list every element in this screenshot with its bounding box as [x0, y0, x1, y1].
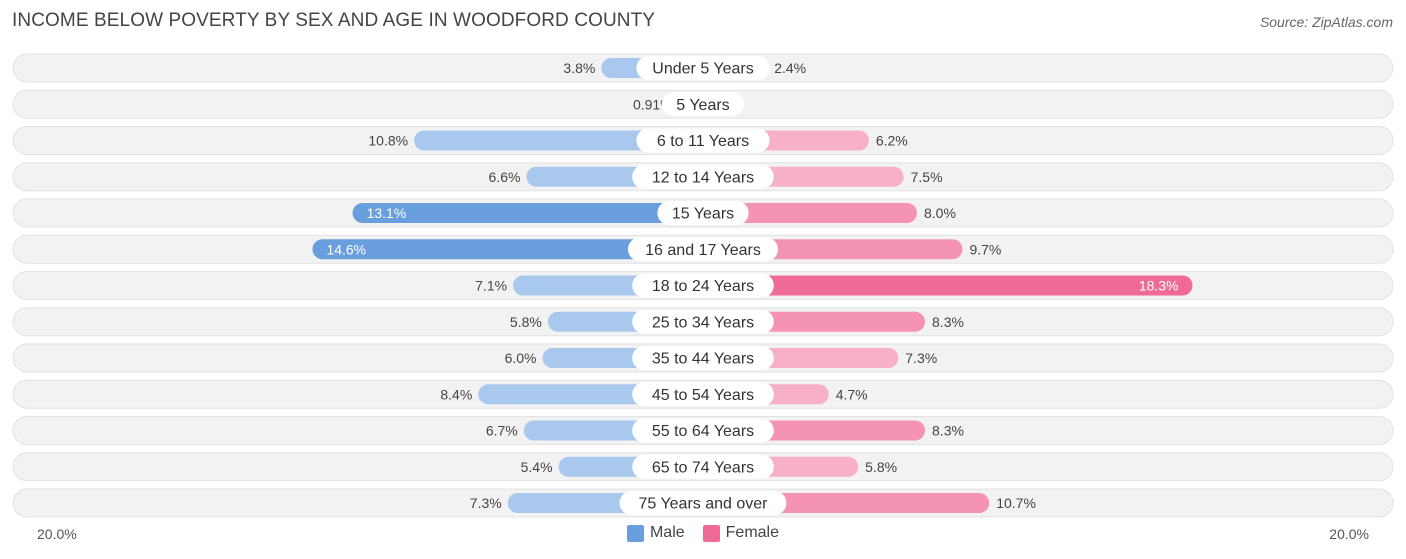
category-pill [632, 418, 774, 443]
category-pill [619, 491, 787, 515]
category-label: 25 to 34 Years [652, 314, 754, 331]
data-label-female: 10.7% [996, 495, 1036, 511]
data-label-male: 3.8% [563, 60, 595, 76]
legend-label-female: Female [725, 524, 780, 541]
category-label: Under 5 Years [652, 61, 753, 78]
category-label: 15 Years [672, 206, 734, 223]
bar-male [352, 203, 703, 223]
category-label: 45 to 54 Years [652, 387, 754, 404]
data-label-female: 9.7% [969, 241, 1001, 257]
category-pill [632, 309, 774, 334]
data-label-female: 18.3% [1139, 278, 1179, 294]
legend-swatch-female [702, 524, 720, 542]
category-label: 18 to 24 Years [652, 278, 754, 295]
data-label-male: 6.7% [486, 423, 518, 439]
legend: Male Female [0, 524, 1406, 542]
category-label: 35 to 44 Years [652, 351, 754, 368]
category-label: 12 to 14 Years [652, 169, 754, 186]
data-label-female: 4.7% [836, 386, 868, 402]
category-label: 65 to 74 Years [652, 459, 754, 476]
category-pill [632, 346, 774, 370]
data-label-female: 8.3% [932, 314, 964, 330]
data-label-female: 2.4% [774, 60, 806, 76]
legend-item-male: Male [626, 524, 685, 542]
source-note: Source: ZipAtlas.com [1259, 14, 1393, 30]
data-label-male: 7.1% [475, 278, 507, 294]
axis-left-label: 20.0% [37, 526, 77, 542]
category-pill [628, 237, 778, 262]
category-pill [632, 454, 774, 479]
category-label: 5 Years [676, 97, 729, 114]
legend-label-male: Male [649, 524, 685, 541]
data-label-male: 7.3% [470, 495, 502, 511]
bar-male [414, 130, 703, 151]
data-label-male: 5.4% [521, 459, 553, 475]
category-label: 55 to 64 Years [652, 423, 754, 440]
chart-title: INCOME BELOW POVERTY BY SEX AND AGE IN W… [12, 10, 656, 31]
bar-female [703, 275, 1193, 296]
category-pill [636, 128, 770, 153]
data-label-male: 10.8% [368, 133, 408, 149]
category-pill [632, 382, 774, 407]
category-pill [661, 92, 745, 117]
axis-right-label: 20.0% [1329, 526, 1369, 542]
category-label: 6 to 11 Years [657, 133, 749, 150]
data-label-male: 13.1% [367, 205, 407, 221]
data-label-male: 6.6% [489, 169, 521, 185]
category-pill [636, 56, 770, 80]
data-label-female: 8.0% [924, 205, 956, 221]
legend-item-female: Female [702, 524, 780, 542]
data-label-female: 5.8% [865, 459, 897, 475]
category-pill [632, 273, 774, 298]
data-label-male: 5.8% [510, 314, 542, 330]
data-label-male: 8.4% [440, 386, 472, 402]
category-label: 75 Years and over [639, 496, 769, 513]
category-pill [632, 164, 774, 189]
data-label-male: 6.0% [505, 350, 537, 366]
data-label-female: 6.2% [876, 133, 908, 149]
data-label-female: 7.5% [911, 169, 943, 185]
data-label-female: 7.3% [905, 350, 937, 366]
data-label-female: 8.3% [932, 423, 964, 439]
bar-female [703, 203, 917, 223]
category-pill [657, 201, 749, 225]
data-label-male: 14.6% [326, 241, 366, 257]
legend-swatch-male [626, 524, 644, 542]
category-label: 16 and 17 Years [645, 242, 761, 259]
bar-male [312, 239, 703, 260]
